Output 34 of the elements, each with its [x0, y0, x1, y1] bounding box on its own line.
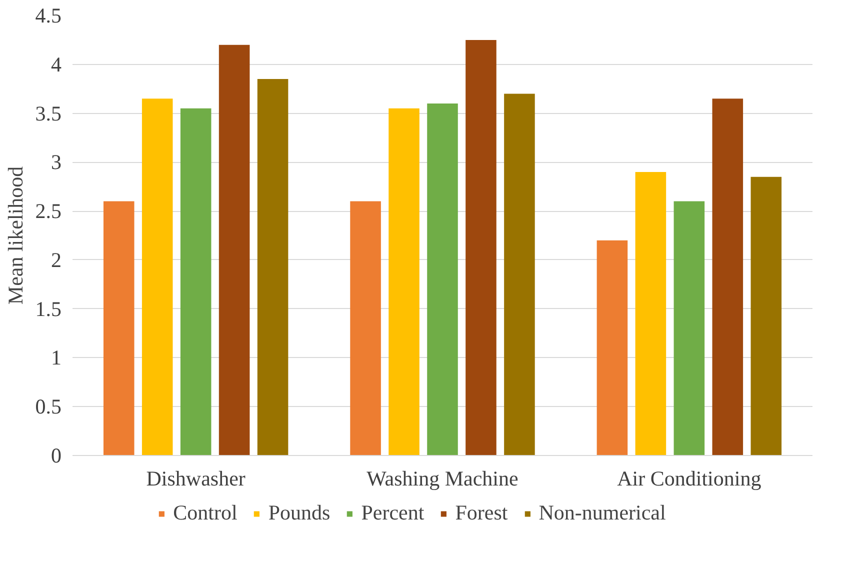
y-tick-label: 0.5	[35, 394, 62, 419]
bar	[180, 108, 212, 456]
bar	[427, 104, 458, 456]
y-tick-label: 0	[51, 444, 62, 468]
bar	[103, 201, 134, 456]
legend-label: Control	[173, 500, 238, 526]
x-tick-label: Washing Machine	[366, 466, 518, 490]
y-tick-label: 4.5	[35, 4, 62, 28]
legend-label: Pounds	[268, 500, 330, 526]
bar	[218, 44, 250, 456]
y-tick-label: 2	[51, 248, 62, 272]
bar	[466, 40, 496, 456]
bar	[674, 201, 705, 456]
x-tick-label: Air Conditioning	[617, 466, 762, 490]
bar	[596, 240, 628, 456]
y-tick-label: 1	[51, 346, 62, 370]
y-axis-title: Mean likelihood	[3, 166, 28, 305]
bar	[142, 98, 173, 456]
bar	[504, 94, 535, 456]
bar	[712, 98, 744, 456]
x-tick-label: Dishwasher	[146, 466, 246, 490]
y-tick-label: 2.5	[35, 199, 62, 224]
y-tick-label: 4	[51, 52, 62, 76]
bar	[635, 172, 666, 456]
y-tick-label: 1.5	[35, 296, 62, 321]
legend-label: Forest	[455, 500, 508, 526]
y-tick-label: 3	[51, 150, 62, 174]
bar	[257, 79, 288, 456]
bar	[750, 176, 782, 456]
bar	[388, 108, 420, 456]
y-tick-label: 3.5	[35, 101, 62, 126]
legend-label: Percent	[361, 500, 424, 526]
bar	[350, 201, 381, 456]
legend-label: Non-numerical	[538, 500, 666, 526]
